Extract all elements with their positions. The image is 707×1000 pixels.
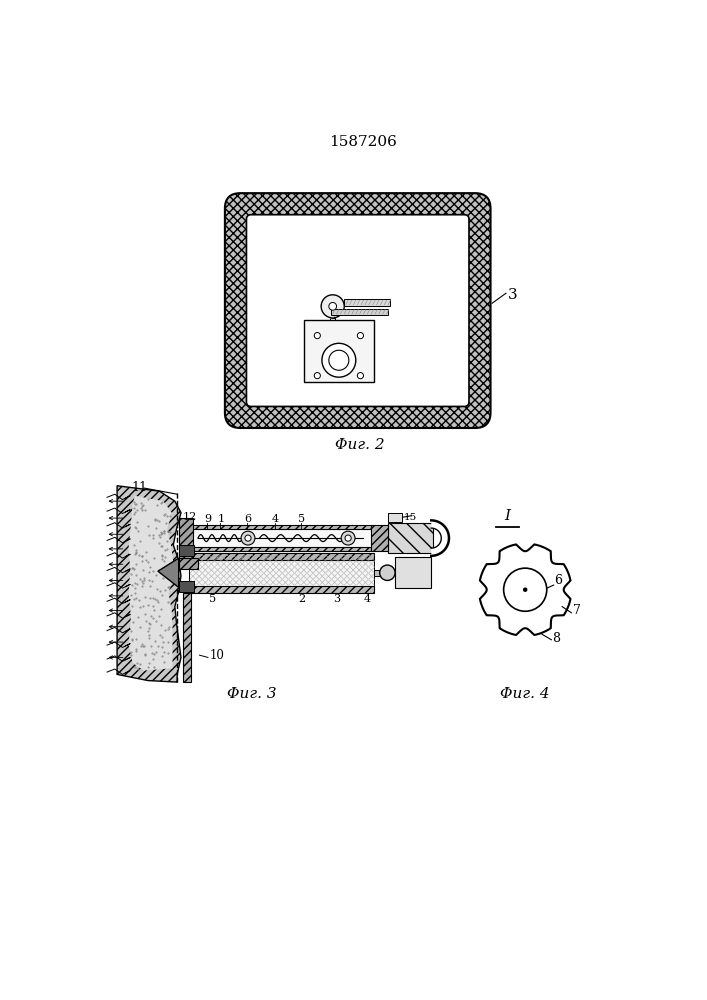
- Bar: [330, 318, 335, 320]
- Bar: [189, 560, 373, 586]
- Text: 11: 11: [131, 481, 147, 494]
- Text: 2: 2: [298, 594, 305, 604]
- Text: I: I: [504, 509, 510, 523]
- Text: 6: 6: [554, 574, 563, 587]
- Text: 10: 10: [209, 649, 224, 662]
- Circle shape: [321, 295, 344, 318]
- Circle shape: [245, 535, 251, 541]
- Text: 5: 5: [209, 594, 216, 604]
- Circle shape: [329, 350, 349, 370]
- Circle shape: [341, 531, 355, 545]
- Polygon shape: [117, 486, 181, 682]
- Bar: [331, 309, 388, 315]
- Polygon shape: [158, 558, 179, 587]
- Circle shape: [314, 373, 320, 379]
- Text: 4: 4: [272, 514, 279, 524]
- FancyBboxPatch shape: [247, 215, 469, 406]
- Circle shape: [503, 568, 547, 611]
- Polygon shape: [129, 496, 173, 671]
- Bar: [189, 553, 373, 560]
- Bar: [189, 586, 373, 593]
- Text: Φиг. 2: Φиг. 2: [335, 438, 385, 452]
- Text: 8: 8: [552, 632, 560, 645]
- Circle shape: [329, 302, 337, 310]
- Bar: [183, 593, 191, 682]
- Polygon shape: [431, 520, 449, 556]
- Bar: [388, 513, 402, 522]
- Text: 5: 5: [298, 514, 305, 524]
- Circle shape: [357, 373, 363, 379]
- Bar: [395, 557, 431, 588]
- Text: Φиг. 3: Φиг. 3: [227, 687, 276, 701]
- Text: Φиг. 4: Φиг. 4: [501, 687, 550, 701]
- Bar: [179, 545, 194, 556]
- Circle shape: [322, 343, 356, 377]
- Bar: [304, 320, 373, 382]
- Bar: [344, 299, 390, 306]
- Bar: [388, 523, 433, 553]
- Bar: [190, 529, 371, 547]
- Text: 3: 3: [333, 594, 340, 604]
- Polygon shape: [480, 544, 571, 635]
- Circle shape: [314, 333, 320, 339]
- FancyBboxPatch shape: [225, 193, 491, 428]
- Bar: [371, 525, 388, 551]
- Text: 6: 6: [244, 514, 251, 524]
- Circle shape: [345, 535, 351, 541]
- Text: 12: 12: [182, 512, 197, 522]
- Text: 3: 3: [508, 288, 518, 302]
- Bar: [179, 581, 194, 592]
- Text: 15: 15: [404, 513, 417, 522]
- Bar: [190, 525, 371, 529]
- Circle shape: [241, 531, 255, 545]
- Text: 1587206: 1587206: [329, 135, 397, 149]
- Text: 4: 4: [363, 594, 370, 604]
- Circle shape: [380, 565, 395, 580]
- Bar: [179, 518, 192, 560]
- Bar: [395, 560, 431, 586]
- Text: 9: 9: [204, 514, 211, 524]
- Circle shape: [524, 588, 527, 591]
- Text: 1: 1: [217, 514, 224, 524]
- Text: 7: 7: [573, 604, 581, 617]
- Bar: [373, 570, 381, 576]
- Bar: [179, 558, 198, 569]
- Circle shape: [357, 333, 363, 339]
- Bar: [190, 547, 371, 551]
